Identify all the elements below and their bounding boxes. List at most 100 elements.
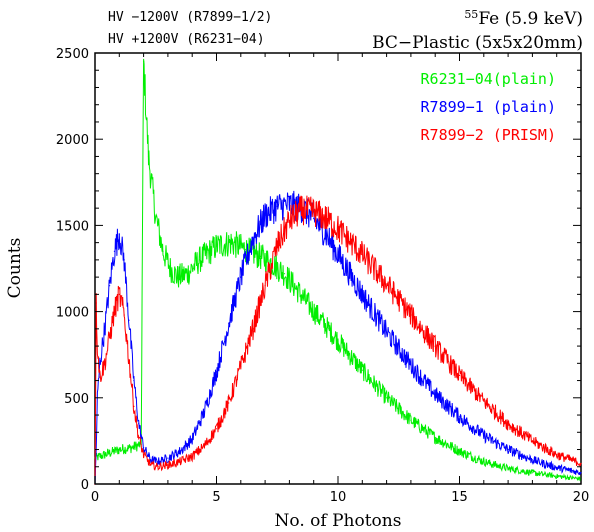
data-point bbox=[313, 211, 315, 213]
data-point bbox=[410, 419, 412, 421]
y-tick-label: 500 bbox=[64, 392, 89, 407]
data-point bbox=[325, 217, 327, 220]
data-point bbox=[99, 376, 101, 378]
data-point bbox=[128, 319, 130, 321]
data-point bbox=[186, 273, 188, 275]
data-point bbox=[228, 323, 230, 325]
data-point bbox=[361, 254, 363, 256]
data-point bbox=[483, 400, 485, 402]
data-point bbox=[580, 472, 582, 474]
data-point bbox=[143, 61, 145, 63]
data-point bbox=[123, 259, 125, 261]
data-point bbox=[245, 248, 247, 251]
data-point bbox=[109, 452, 111, 454]
data-point bbox=[143, 454, 145, 456]
data-point bbox=[259, 255, 261, 257]
data-point bbox=[386, 331, 388, 333]
data-point bbox=[556, 475, 558, 477]
series-layer bbox=[94, 58, 582, 485]
data-point bbox=[179, 450, 181, 452]
data-point bbox=[252, 328, 254, 330]
data-point bbox=[264, 285, 266, 287]
data-point bbox=[434, 436, 436, 439]
data-point bbox=[157, 466, 159, 468]
data-point bbox=[327, 328, 329, 330]
data-point bbox=[434, 345, 436, 347]
data-point bbox=[283, 273, 286, 275]
data-point bbox=[191, 455, 193, 457]
x-tick-label: 15 bbox=[451, 490, 468, 505]
data-point bbox=[138, 423, 140, 425]
data-point bbox=[230, 242, 232, 244]
y-tick-label: 2000 bbox=[56, 133, 89, 148]
data-point bbox=[150, 464, 152, 466]
y-tick-label: 2500 bbox=[56, 47, 89, 62]
data-point bbox=[580, 462, 582, 464]
data-point bbox=[138, 436, 140, 439]
data-point bbox=[228, 402, 230, 404]
data-point bbox=[150, 459, 152, 461]
data-point bbox=[109, 285, 111, 287]
data-point bbox=[507, 423, 509, 425]
data-point bbox=[113, 311, 115, 313]
legend-entry-r6231: R6231−04(plain) bbox=[421, 70, 556, 88]
source-label: 55Fe (5.9 keV) bbox=[464, 8, 583, 29]
data-point bbox=[337, 228, 339, 230]
data-point bbox=[310, 307, 312, 309]
data-point bbox=[198, 259, 201, 261]
series-line-0 bbox=[94, 58, 582, 482]
hv-setting-line-2: HV +1200V (R6231−04) bbox=[108, 32, 265, 47]
data-point bbox=[531, 440, 534, 442]
x-tick-label: 0 bbox=[91, 490, 99, 505]
data-point bbox=[410, 314, 412, 316]
ticks-layer: 0 5 10 15 20 0 500 1000 1500 2000 2500 bbox=[56, 47, 589, 505]
data-point bbox=[507, 448, 509, 451]
legend: R6231−04(plain) R7899−1 (plain) R7899−2 … bbox=[421, 70, 556, 144]
data-point bbox=[133, 405, 135, 407]
data-point bbox=[104, 328, 106, 330]
data-point bbox=[95, 302, 97, 304]
data-point bbox=[288, 204, 290, 206]
data-point bbox=[361, 369, 363, 371]
data-point bbox=[264, 214, 266, 216]
data-point bbox=[337, 254, 339, 256]
data-point bbox=[344, 348, 346, 351]
data-point bbox=[113, 250, 115, 252]
y-tick-label: 1500 bbox=[56, 219, 89, 234]
data-point bbox=[483, 461, 485, 463]
data-point bbox=[191, 438, 193, 440]
data-point bbox=[177, 276, 179, 278]
data-point bbox=[162, 250, 164, 252]
series-2 bbox=[94, 195, 582, 485]
data-point bbox=[386, 397, 388, 399]
data-point bbox=[118, 233, 120, 235]
data-point bbox=[203, 411, 205, 413]
data-point bbox=[458, 450, 461, 452]
data-point bbox=[130, 447, 132, 449]
data-point bbox=[434, 393, 436, 395]
data-point bbox=[300, 209, 303, 211]
data-point bbox=[133, 380, 135, 382]
data-point bbox=[169, 267, 171, 270]
series-0 bbox=[94, 58, 582, 482]
detector-label: BC−Plastic (5x5x20mm) bbox=[372, 33, 583, 53]
data-point bbox=[361, 293, 363, 295]
data-point bbox=[483, 435, 485, 437]
legend-entry-r7899-2: R7899−2 (PRISM) bbox=[421, 126, 556, 144]
data-point bbox=[296, 288, 298, 290]
data-point bbox=[215, 428, 218, 430]
x-tick-label: 5 bbox=[212, 490, 220, 505]
x-tick-label: 20 bbox=[573, 490, 590, 505]
data-point bbox=[507, 467, 509, 470]
data-point bbox=[386, 283, 388, 285]
data-point bbox=[99, 455, 101, 457]
data-point bbox=[458, 374, 461, 376]
data-point bbox=[147, 155, 150, 157]
y-tick-label: 1000 bbox=[56, 306, 89, 321]
legend-entry-r7899-1: R7899−1 (plain) bbox=[421, 98, 556, 116]
x-tick-label: 10 bbox=[330, 490, 347, 505]
data-point bbox=[556, 454, 558, 456]
data-point bbox=[410, 364, 412, 366]
data-point bbox=[123, 314, 125, 316]
